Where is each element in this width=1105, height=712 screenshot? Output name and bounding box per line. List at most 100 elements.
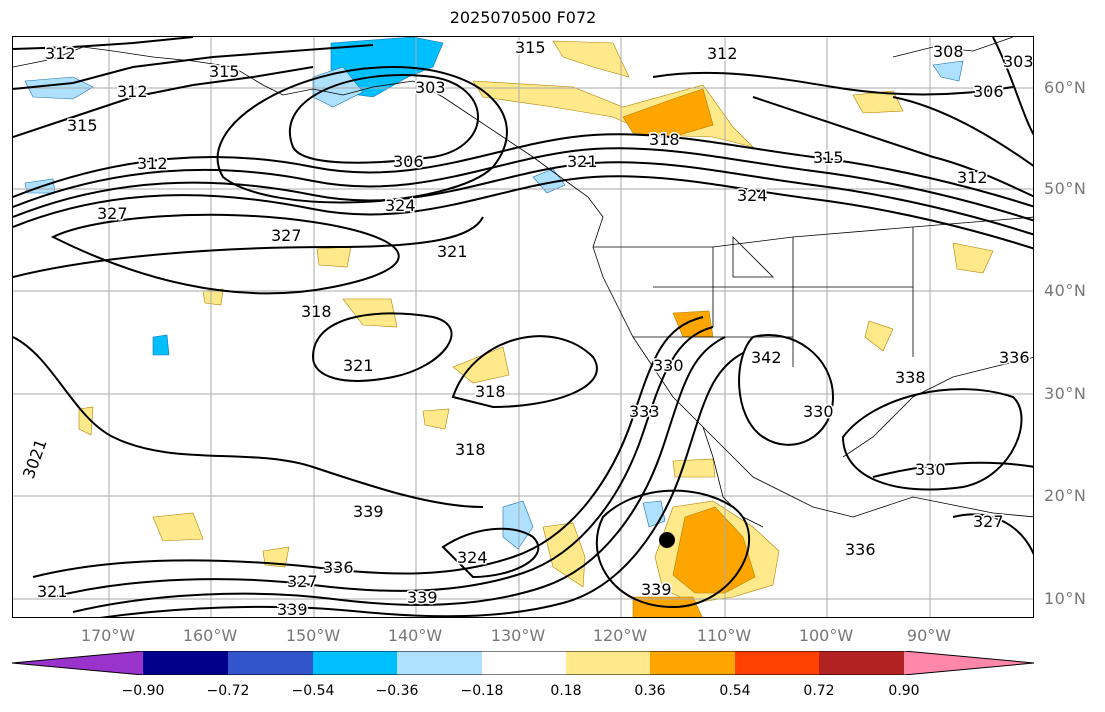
contour-label: 312 bbox=[957, 168, 988, 187]
positive-anomaly-area bbox=[952, 242, 994, 274]
contour-label: 327 bbox=[287, 572, 318, 591]
negative-anomaly-area bbox=[152, 334, 170, 356]
contour-label: 318 bbox=[475, 382, 506, 401]
contour-label: 315 bbox=[813, 148, 844, 167]
contour-label: 312 bbox=[137, 154, 168, 173]
colorbar-tick-label: 0.90 bbox=[888, 683, 920, 699]
positive-anomaly-area bbox=[422, 408, 450, 430]
colorbar-extend-high bbox=[904, 651, 1034, 675]
lon-label: 140°W bbox=[387, 626, 443, 645]
colorbar-segment bbox=[566, 651, 650, 675]
contour-label: 303 bbox=[1003, 52, 1034, 71]
colorbar-segment bbox=[143, 651, 228, 675]
colorbar-tick-label: −0.90 bbox=[121, 683, 165, 699]
lon-label: 150°W bbox=[285, 626, 341, 645]
positive-anomaly-area bbox=[472, 80, 754, 148]
contour-label: 330 bbox=[653, 356, 684, 375]
contour-label: 336 bbox=[845, 540, 876, 559]
lon-label: 170°W bbox=[80, 626, 136, 645]
colorbar-tick-label: 0.36 bbox=[634, 683, 666, 699]
contour-label: 318 bbox=[649, 130, 680, 149]
contour-label: 324 bbox=[737, 186, 768, 205]
negative-anomaly-area bbox=[502, 500, 534, 550]
contour-label: 339 bbox=[641, 580, 672, 599]
contour-label: 321 bbox=[37, 582, 68, 601]
storm-center-marker bbox=[659, 532, 675, 548]
contour-label: 318 bbox=[301, 302, 332, 321]
contour-label: 315 bbox=[515, 38, 546, 57]
contour-label: 318 bbox=[455, 440, 486, 459]
contour-label: 321 bbox=[437, 242, 468, 261]
colorbar-segment bbox=[482, 651, 566, 675]
colorbar-segment bbox=[819, 651, 904, 675]
colorbar-outline bbox=[12, 651, 1035, 675]
contour-label: 339 bbox=[407, 588, 438, 607]
contour-label: 315 bbox=[67, 116, 98, 135]
contour-label: 333 bbox=[629, 402, 660, 421]
shading-layer bbox=[24, 37, 994, 617]
contour-label: 336 bbox=[999, 348, 1030, 367]
positive-anomaly-area bbox=[622, 88, 714, 138]
colorbar-tick-label: −0.36 bbox=[375, 683, 419, 699]
colorbar-segment bbox=[397, 651, 482, 675]
colorbar-segment bbox=[313, 651, 397, 675]
contour-label: 306 bbox=[973, 82, 1004, 101]
lat-label: 50°N bbox=[1044, 179, 1087, 198]
contour-label: 327 bbox=[271, 226, 302, 245]
lat-label: 20°N bbox=[1044, 486, 1087, 505]
lon-label: 100°W bbox=[798, 626, 854, 645]
contour-lines bbox=[13, 37, 1033, 617]
contour-label: 3021 bbox=[19, 436, 51, 481]
colorbar-segment bbox=[735, 651, 819, 675]
contour-label: 339 bbox=[277, 600, 308, 618]
colorbar-tick-label: −0.18 bbox=[460, 683, 504, 699]
colorbar-extend-low bbox=[12, 651, 143, 675]
contour-label: 330 bbox=[915, 460, 946, 479]
positive-anomaly-area bbox=[672, 310, 714, 338]
contour-label: 312 bbox=[117, 82, 148, 101]
lat-label: 30°N bbox=[1044, 384, 1087, 403]
lat-label: 40°N bbox=[1044, 281, 1087, 300]
contour-label: 315 bbox=[209, 62, 240, 81]
lat-label: 60°N bbox=[1044, 78, 1087, 97]
lon-label: 120°W bbox=[592, 626, 648, 645]
negative-anomaly-area bbox=[642, 500, 666, 528]
positive-anomaly-area bbox=[672, 506, 756, 594]
contour-label: 324 bbox=[385, 196, 416, 215]
map-panel: 312 312 315 315 303 315 312 308 306 303 … bbox=[12, 36, 1034, 618]
contour-label: 327 bbox=[973, 512, 1004, 531]
contour-label: 324 bbox=[457, 548, 488, 567]
contour-label-layer: 312 312 315 315 303 315 312 308 306 303 … bbox=[17, 37, 1034, 618]
map-title: 2025070500 F072 bbox=[449, 8, 597, 27]
contour-label: 321 bbox=[567, 152, 598, 171]
contour-label: 308 bbox=[933, 42, 964, 61]
contour-label: 336 bbox=[323, 558, 354, 577]
contour-label: 312 bbox=[707, 44, 738, 63]
lat-label: 10°N bbox=[1044, 589, 1087, 608]
contour-label: 342 bbox=[751, 348, 782, 367]
negative-anomaly-area bbox=[312, 66, 364, 108]
colorbar bbox=[12, 651, 1035, 675]
positive-anomaly-area bbox=[864, 320, 894, 352]
contour-label: 321 bbox=[343, 356, 374, 375]
positive-anomaly-area bbox=[316, 246, 352, 268]
colorbar-segment bbox=[650, 651, 735, 675]
lon-label: 130°W bbox=[490, 626, 546, 645]
colorbar-tick-label: −0.54 bbox=[291, 683, 335, 699]
lon-label: 160°W bbox=[182, 626, 238, 645]
contour-label: 306 bbox=[393, 152, 424, 171]
lon-label: 110°W bbox=[696, 626, 752, 645]
contour-label: 338 bbox=[895, 368, 926, 387]
contour-label: 327 bbox=[97, 204, 128, 223]
contour-label: 339 bbox=[353, 502, 384, 521]
positive-anomaly-area bbox=[78, 406, 94, 436]
negative-anomaly-area bbox=[932, 60, 964, 82]
colorbar-tick-label: 0.54 bbox=[719, 683, 751, 699]
positive-anomaly-area bbox=[262, 546, 290, 568]
colorbar-tick-label: 0.72 bbox=[803, 683, 835, 699]
colorbar-tick-label: −0.72 bbox=[206, 683, 250, 699]
contour-label: 312 bbox=[45, 44, 76, 63]
map-canvas: 312 312 315 315 303 315 312 308 306 303 … bbox=[13, 37, 1034, 618]
positive-anomaly-area bbox=[152, 512, 204, 542]
positive-anomaly-area bbox=[672, 458, 716, 478]
